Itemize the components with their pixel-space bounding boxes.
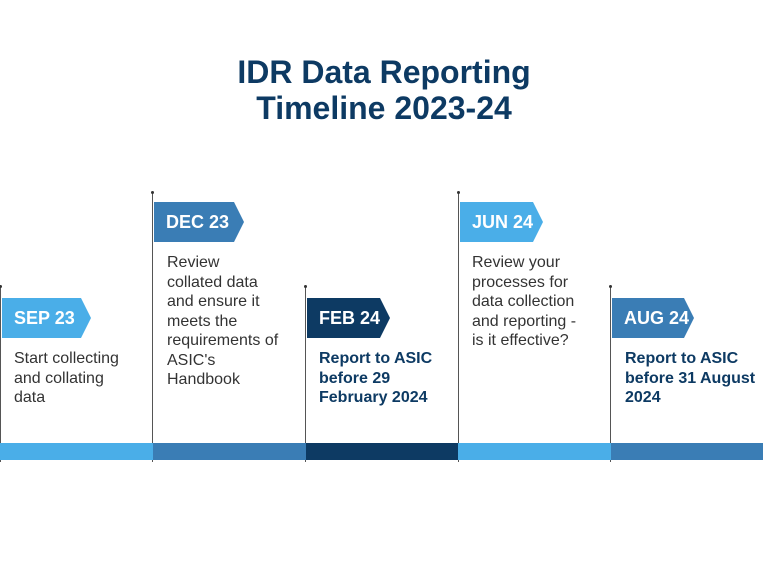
timeline-bar-segment-3: [306, 443, 458, 460]
marker-line-jun: [457, 191, 460, 462]
desc-line: ASIC's: [167, 351, 216, 369]
milestone-desc-dec: Review collated data and ensure it meets…: [167, 253, 278, 390]
desc-line: before 31 August: [625, 369, 756, 387]
desc-line: before 29: [319, 369, 391, 387]
desc-line: data collection: [472, 293, 575, 310]
title-line-2: Timeline 2023-24: [256, 90, 512, 126]
desc-line: requirements of: [167, 332, 279, 349]
desc-line: Report to ASIC: [625, 350, 739, 367]
desc-line: processes for: [472, 273, 569, 291]
milestone-tag-feb: FEB 24: [307, 298, 390, 338]
desc-line: Report to ASIC: [319, 350, 433, 367]
milestone-tag-aug: AUG 24: [612, 298, 694, 338]
marker-line-sep: [0, 285, 2, 462]
desc-line: meets the: [167, 312, 238, 330]
marker-line-aug: [609, 285, 612, 462]
desc-line: Review: [167, 254, 220, 271]
milestone-tag-jun: JUN 24: [460, 202, 543, 242]
title-line-1: IDR Data Reporting: [237, 54, 531, 90]
desc-line: data: [14, 389, 46, 406]
milestone-tag-sep: SEP 23: [2, 298, 91, 338]
timeline-bar-segment-2: [153, 443, 306, 460]
timeline-title: IDR Data Reporting Timeline 2023-24: [0, 54, 768, 126]
desc-line: February 2024: [319, 389, 428, 406]
desc-line: and collating: [14, 369, 104, 387]
desc-line: is it effective?: [472, 332, 569, 349]
timeline-bar-segment-4: [458, 443, 611, 460]
milestone-desc-jun: Review your processes for data collectio…: [472, 253, 576, 351]
timeline-bar-segment-1: [0, 443, 153, 460]
timeline-bar-segment-5: [611, 443, 763, 460]
milestone-tag-dec: DEC 23: [154, 202, 244, 242]
marker-line-feb: [304, 285, 307, 462]
desc-line: and ensure it: [167, 293, 260, 310]
milestone-desc-sep: Start collecting and collating data: [14, 349, 119, 408]
desc-line: Handbook: [167, 371, 240, 388]
desc-line: Review your: [472, 254, 561, 271]
milestone-desc-aug: Report to ASIC before 31 August 2024: [625, 349, 755, 408]
marker-line-dec: [151, 191, 154, 462]
desc-line: 2024: [625, 389, 661, 406]
desc-line: Start collecting: [14, 350, 119, 367]
desc-line: collated data: [167, 273, 258, 291]
desc-line: and reporting -: [472, 312, 577, 330]
milestone-desc-feb: Report to ASIC before 29 February 2024: [319, 349, 432, 408]
